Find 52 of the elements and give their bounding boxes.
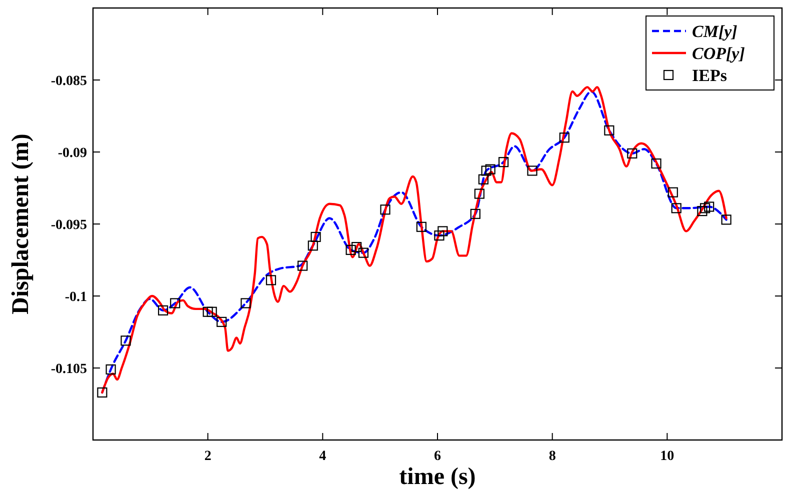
point bbox=[559, 132, 570, 143]
legend-label: CM[y] bbox=[692, 22, 738, 41]
point bbox=[170, 298, 180, 308]
point bbox=[266, 275, 276, 286]
point bbox=[671, 203, 682, 214]
point bbox=[120, 336, 131, 346]
x-tick-label: 8 bbox=[548, 449, 556, 464]
y-tick-label: -0.085 bbox=[50, 74, 87, 89]
point bbox=[721, 214, 732, 225]
x-axis-title: time (s) bbox=[399, 464, 476, 490]
point bbox=[474, 188, 484, 199]
point bbox=[308, 240, 318, 251]
y-tick-label: -0.09 bbox=[58, 146, 87, 161]
point bbox=[106, 364, 116, 374]
point bbox=[627, 148, 638, 158]
point bbox=[704, 202, 714, 212]
point bbox=[97, 387, 108, 398]
point bbox=[651, 158, 662, 169]
point bbox=[481, 166, 492, 176]
x-tick-label: 2 bbox=[204, 449, 212, 464]
point bbox=[700, 203, 710, 214]
point bbox=[358, 248, 368, 258]
point bbox=[380, 204, 390, 215]
point bbox=[478, 174, 488, 184]
y-tick-label: -0.095 bbox=[50, 218, 87, 233]
x-tick-label: 10 bbox=[660, 449, 674, 464]
point bbox=[438, 226, 448, 236]
y-tick-label: -0.105 bbox=[50, 362, 87, 377]
point bbox=[416, 222, 426, 232]
point bbox=[697, 206, 708, 216]
legend-label: IEPs bbox=[692, 66, 728, 85]
y-tick-label: -0.1 bbox=[64, 290, 87, 305]
point bbox=[202, 306, 213, 317]
point bbox=[216, 316, 227, 327]
point bbox=[310, 232, 321, 242]
point bbox=[470, 208, 480, 219]
point bbox=[158, 305, 168, 316]
y-axis-title: Displacement (m) bbox=[8, 134, 34, 314]
point bbox=[668, 187, 678, 198]
point bbox=[351, 242, 362, 252]
point bbox=[434, 230, 444, 241]
point bbox=[206, 306, 217, 317]
point bbox=[527, 166, 538, 176]
point bbox=[498, 157, 509, 168]
point bbox=[485, 164, 496, 174]
point bbox=[240, 298, 251, 308]
x-tick-label: 4 bbox=[319, 449, 326, 464]
point bbox=[298, 260, 308, 271]
point bbox=[604, 125, 614, 136]
point bbox=[346, 244, 356, 255]
x-tick-label: 6 bbox=[434, 449, 441, 464]
legend-label: COP[y] bbox=[692, 44, 746, 63]
